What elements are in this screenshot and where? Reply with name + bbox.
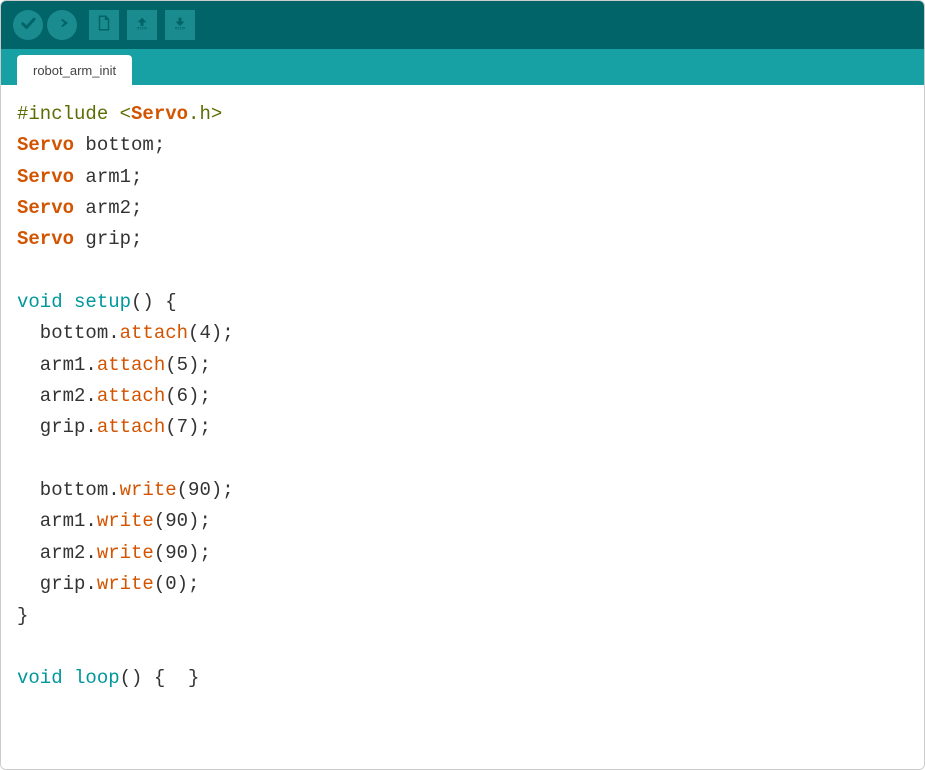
code-token: .h>: [188, 103, 222, 125]
code-line: void setup() {: [17, 287, 908, 318]
upload-button[interactable]: [47, 10, 77, 40]
code-line: bottom.write(90);: [17, 475, 908, 506]
code-token: arm1;: [74, 166, 142, 188]
code-line: arm1.attach(5);: [17, 350, 908, 381]
code-line: arm1.write(90);: [17, 506, 908, 537]
code-token: <: [120, 103, 131, 125]
code-token: arm2.: [17, 385, 97, 407]
code-token: attach: [97, 354, 165, 376]
code-line: arm2.attach(6);: [17, 381, 908, 412]
arrow-right-icon: [53, 14, 71, 37]
code-line: bottom.attach(4);: [17, 318, 908, 349]
open-button[interactable]: [127, 10, 157, 40]
code-token: [63, 291, 74, 313]
code-token: (5);: [165, 354, 211, 376]
code-line: [17, 632, 908, 663]
code-token: grip.: [17, 573, 97, 595]
code-token: bottom.: [17, 322, 120, 344]
code-line: Servo arm2;: [17, 193, 908, 224]
code-editor[interactable]: #include <Servo.h>Servo bottom;Servo arm…: [1, 85, 924, 769]
code-token: setup: [74, 291, 131, 313]
verify-button[interactable]: [13, 10, 43, 40]
code-token: grip.: [17, 416, 97, 438]
code-line: void loop() { }: [17, 663, 908, 694]
tab-bar: robot_arm_init: [1, 49, 924, 85]
code-token: arm1.: [17, 510, 97, 532]
code-token: bottom.: [17, 479, 120, 501]
tab-label: robot_arm_init: [33, 63, 116, 78]
ide-window: robot_arm_init #include <Servo.h>Servo b…: [0, 0, 925, 770]
code-token: loop: [74, 667, 120, 689]
code-token: grip;: [74, 228, 142, 250]
code-token: [63, 667, 74, 689]
code-line: }: [17, 601, 908, 632]
code-token: write: [97, 542, 154, 564]
code-token: write: [97, 573, 154, 595]
code-token: (6);: [165, 385, 211, 407]
code-token: #include: [17, 103, 120, 125]
code-token: attach: [97, 416, 165, 438]
code-token: Servo: [131, 103, 188, 125]
code-token: () {: [131, 291, 177, 313]
code-line: #include <Servo.h>: [17, 99, 908, 130]
code-token: write: [120, 479, 177, 501]
new-button[interactable]: [89, 10, 119, 40]
code-token: (4);: [188, 322, 234, 344]
tab-active[interactable]: robot_arm_init: [17, 55, 132, 85]
code-token: (90);: [177, 479, 234, 501]
code-token: arm1.: [17, 354, 97, 376]
code-line: [17, 444, 908, 475]
code-line: Servo bottom;: [17, 130, 908, 161]
code-line: arm2.write(90);: [17, 538, 908, 569]
arrow-up-icon: [133, 14, 151, 37]
toolbar: [1, 1, 924, 49]
code-line: Servo grip;: [17, 224, 908, 255]
code-line: Servo arm1;: [17, 162, 908, 193]
save-button[interactable]: [165, 10, 195, 40]
code-token: () { }: [120, 667, 200, 689]
check-icon: [19, 14, 37, 37]
code-token: Servo: [17, 228, 74, 250]
code-token: Servo: [17, 197, 74, 219]
code-token: Servo: [17, 166, 74, 188]
code-token: (0);: [154, 573, 200, 595]
code-token: attach: [97, 385, 165, 407]
code-token: (7);: [165, 416, 211, 438]
code-line: [17, 256, 908, 287]
code-token: arm2;: [74, 197, 142, 219]
code-token: (90);: [154, 510, 211, 532]
code-token: void: [17, 291, 63, 313]
code-token: Servo: [17, 134, 74, 156]
code-token: write: [97, 510, 154, 532]
code-token: attach: [120, 322, 188, 344]
code-token: bottom;: [74, 134, 165, 156]
file-icon: [95, 14, 113, 37]
code-token: }: [17, 605, 28, 627]
code-token: (90);: [154, 542, 211, 564]
code-line: grip.write(0);: [17, 569, 908, 600]
arrow-down-icon: [171, 14, 189, 37]
code-line: grip.attach(7);: [17, 412, 908, 443]
code-token: arm2.: [17, 542, 97, 564]
code-token: void: [17, 667, 63, 689]
